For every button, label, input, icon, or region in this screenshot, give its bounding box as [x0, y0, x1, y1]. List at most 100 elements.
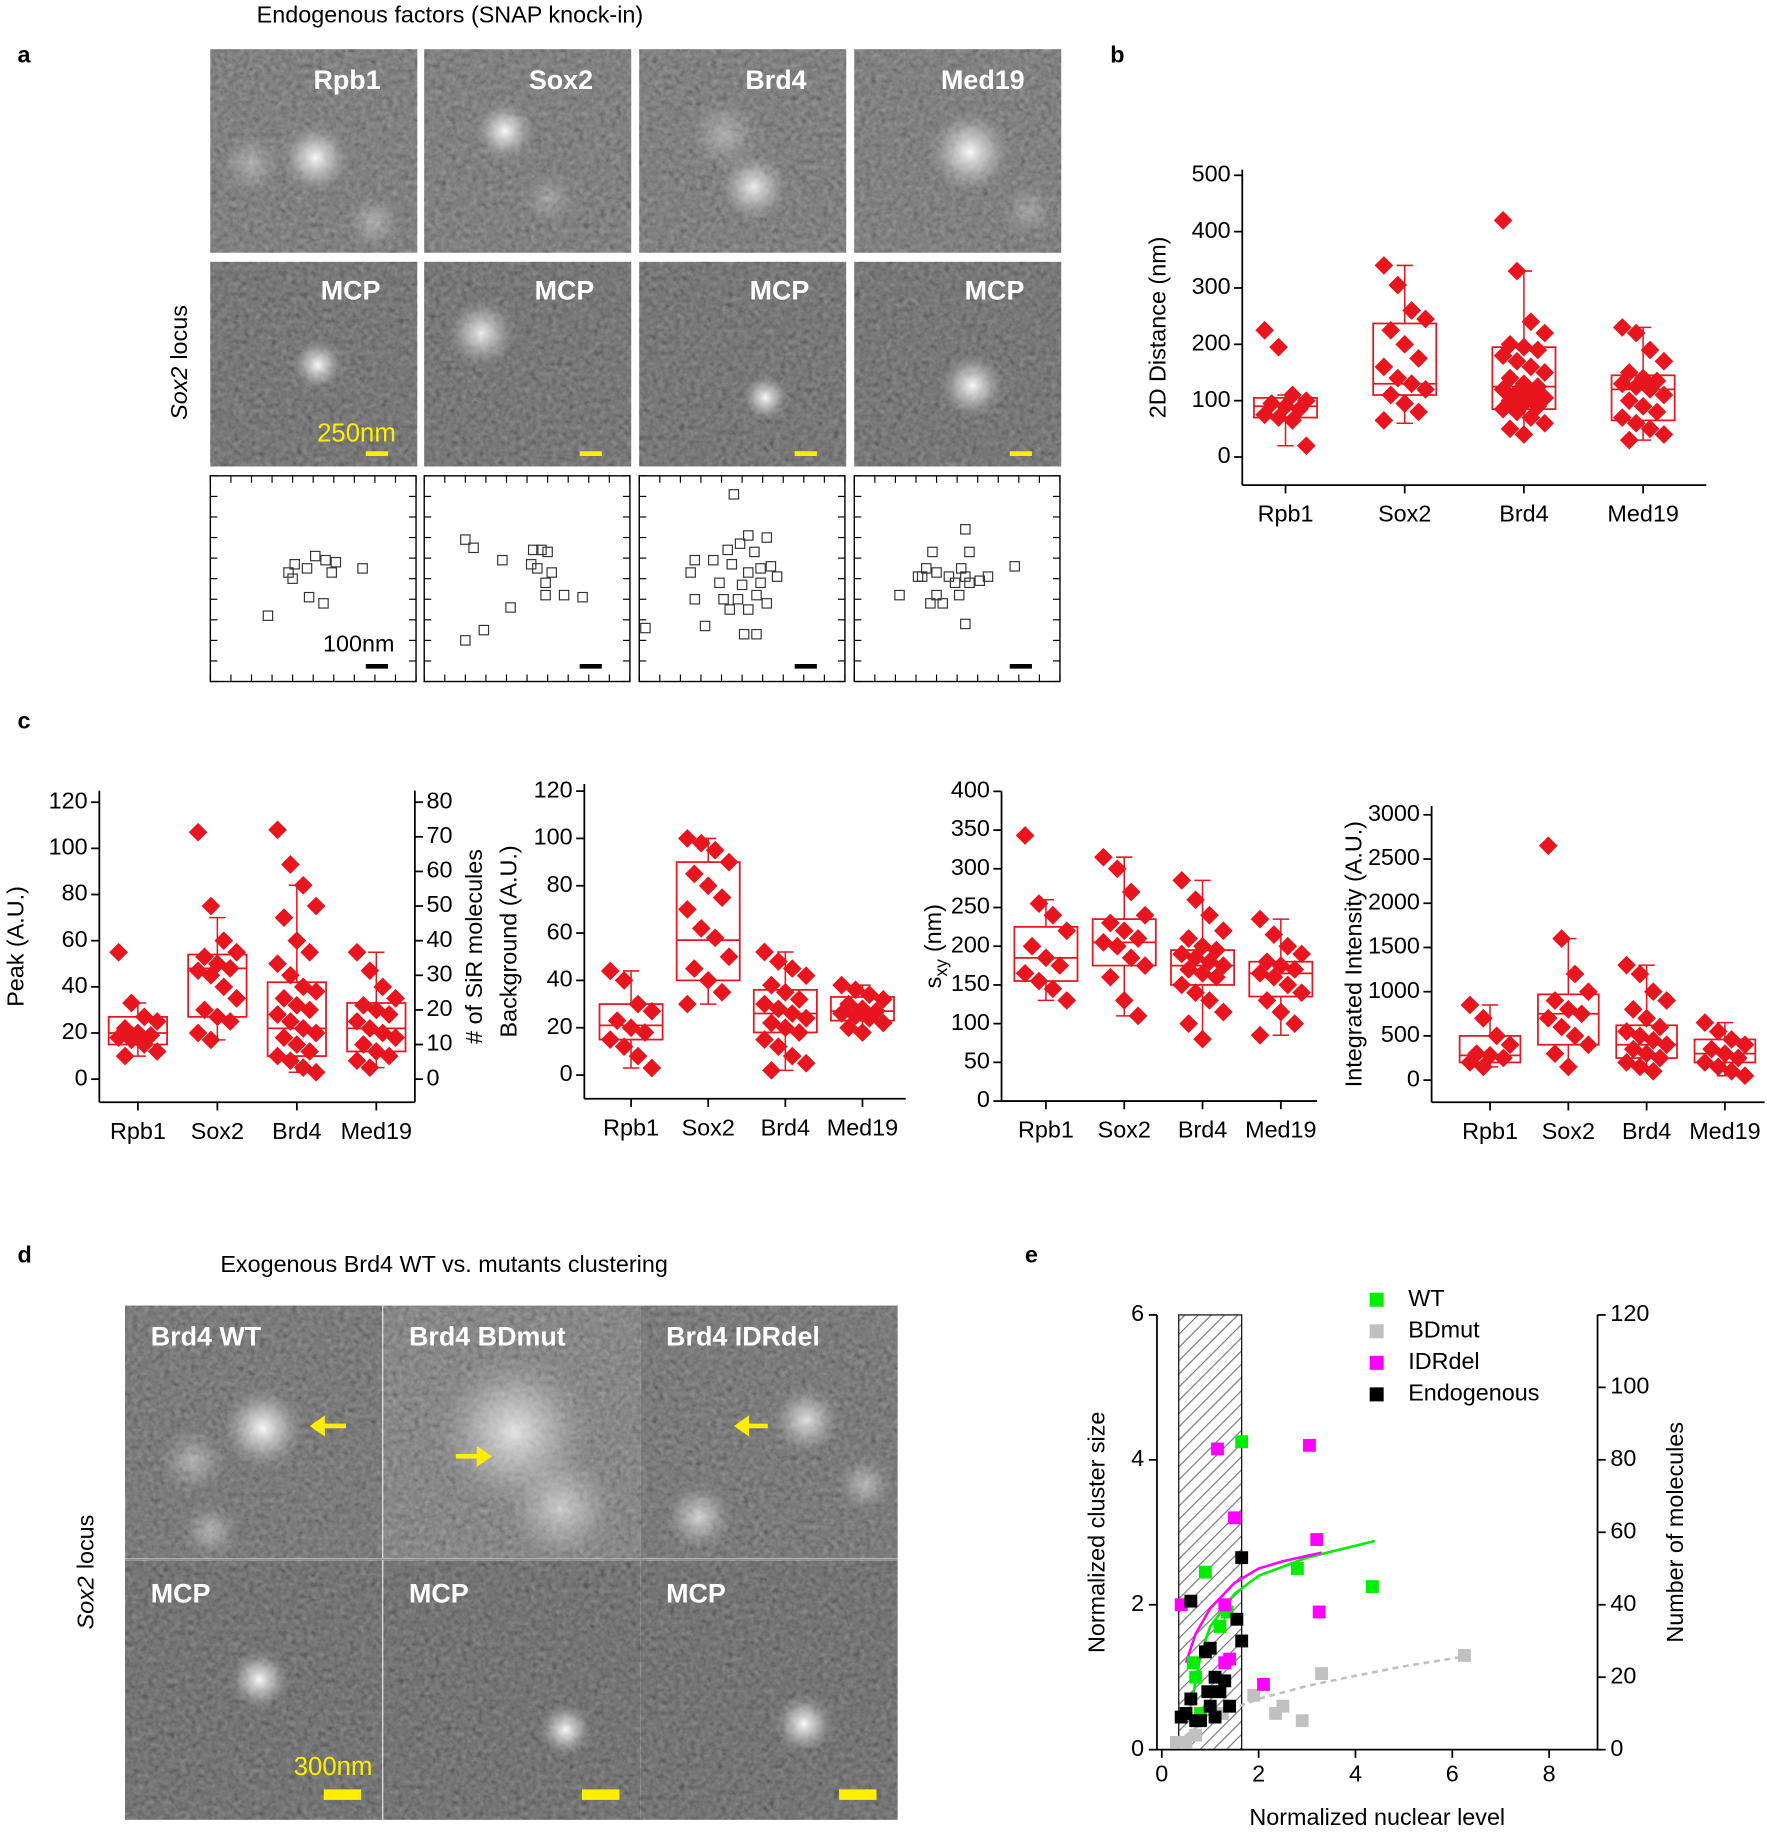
localization — [736, 579, 748, 591]
data-point — [789, 1023, 809, 1042]
data-point — [1650, 1017, 1670, 1037]
row-label-rest: locus — [73, 1515, 99, 1570]
data-point — [832, 1004, 851, 1023]
data-point — [1218, 1674, 1232, 1688]
y2-tick-label: 10 — [427, 1030, 453, 1056]
legend-label: WT — [1408, 1285, 1444, 1311]
scale-bar-label: 100nm — [323, 630, 394, 656]
image-spot — [502, 1449, 620, 1567]
data-point — [1654, 351, 1674, 371]
data-point — [628, 994, 648, 1014]
localization — [931, 567, 942, 578]
localization — [460, 534, 471, 545]
data-point — [1198, 1565, 1212, 1579]
localization — [937, 598, 948, 609]
row-label-rest: locus — [166, 305, 192, 360]
data-point — [1179, 1707, 1193, 1720]
panel-label: e — [1025, 1242, 1038, 1268]
data-point — [1029, 894, 1049, 913]
localization — [726, 559, 738, 570]
localization — [755, 563, 766, 574]
data-point — [122, 1030, 141, 1050]
data-point — [1460, 995, 1480, 1015]
data-point — [1623, 1039, 1643, 1059]
x-tick-label: Med19 — [1607, 501, 1678, 527]
data-point — [1230, 1612, 1244, 1626]
x-tick-label: Rpb1 — [1018, 1117, 1074, 1143]
scale-bar-label: 300nm — [294, 1753, 373, 1781]
data-point — [1235, 1435, 1249, 1449]
data-point — [1213, 1685, 1227, 1699]
mcp-label: MCP — [666, 1578, 726, 1608]
y-tick-label: 500 — [1192, 160, 1231, 186]
data-point — [1657, 991, 1677, 1010]
data-point — [1290, 1562, 1304, 1575]
data-point — [1507, 402, 1527, 422]
y2-tick-label: 60 — [1610, 1517, 1636, 1543]
y-tick-label: 400 — [1192, 217, 1231, 243]
data-point — [1107, 859, 1127, 879]
data-point — [1255, 320, 1275, 340]
data-point — [1121, 882, 1141, 902]
image-spot — [538, 1702, 593, 1757]
localization — [546, 567, 558, 578]
y-tick-label: 20 — [62, 1018, 88, 1044]
scale-bar — [839, 1789, 877, 1800]
data-point — [1271, 1002, 1291, 1022]
localization — [262, 610, 274, 621]
shaded-region — [1178, 1314, 1243, 1751]
x-tick-label: Brd4 — [1499, 501, 1548, 527]
data-point — [1057, 991, 1077, 1010]
localization — [689, 593, 701, 605]
data-point — [642, 1058, 662, 1078]
y-axis-label: Background (A.U.) — [496, 845, 522, 1037]
data-point — [1269, 1707, 1283, 1720]
data-point — [782, 1046, 802, 1066]
data-point — [1193, 1029, 1212, 1049]
data-point — [1565, 964, 1585, 984]
y-tick-label: 60 — [62, 926, 88, 952]
data-point — [1657, 1035, 1677, 1055]
data-point — [796, 966, 816, 986]
y-tick-label: 2000 — [1368, 888, 1420, 914]
y-tick-label: 0 — [1218, 442, 1231, 468]
image-spot — [939, 353, 1006, 419]
data-point — [1189, 1670, 1203, 1684]
localization — [743, 530, 754, 541]
y-axis-label: Integrated Intensity (A.U.) — [1341, 821, 1367, 1087]
y2-tick-label: 80 — [1610, 1445, 1636, 1471]
y-axis-label-text: 2D Distance (nm) — [1144, 237, 1170, 419]
localization — [527, 544, 539, 556]
data-point — [1381, 385, 1401, 405]
data-point — [614, 1037, 634, 1057]
legend-label: BDmut — [1408, 1316, 1480, 1342]
y2-tick-label: 120 — [1610, 1300, 1649, 1326]
data-point — [306, 896, 326, 916]
data-point — [1493, 211, 1513, 230]
y-tick-label: 120 — [534, 776, 573, 802]
data-point — [755, 942, 774, 962]
localization — [540, 589, 551, 601]
localization — [927, 546, 938, 558]
data-point — [1528, 340, 1548, 360]
variant-label: Brd4 IDRdel — [666, 1321, 820, 1351]
y-tick-label: 60 — [547, 918, 573, 944]
arrow-head — [309, 1415, 325, 1437]
y2-tick-label: 50 — [427, 891, 453, 917]
y-tick-label: 0 — [977, 1086, 990, 1112]
localization — [505, 602, 516, 613]
localization — [540, 577, 551, 589]
data-point — [1619, 430, 1639, 450]
localization — [964, 546, 975, 558]
localization — [330, 556, 342, 568]
y-tick-label: 40 — [62, 972, 88, 998]
y-axis-label: Normalized cluster size — [1084, 1412, 1110, 1653]
data-point — [1558, 1057, 1578, 1077]
x-tick-label: Med19 — [827, 1114, 898, 1140]
localization — [714, 577, 725, 589]
data-point — [1208, 1670, 1222, 1684]
y-axis-label-sub: xy — [931, 959, 951, 977]
data-point — [1552, 929, 1571, 948]
data-point — [1395, 394, 1415, 413]
panel-label: a — [18, 41, 32, 67]
